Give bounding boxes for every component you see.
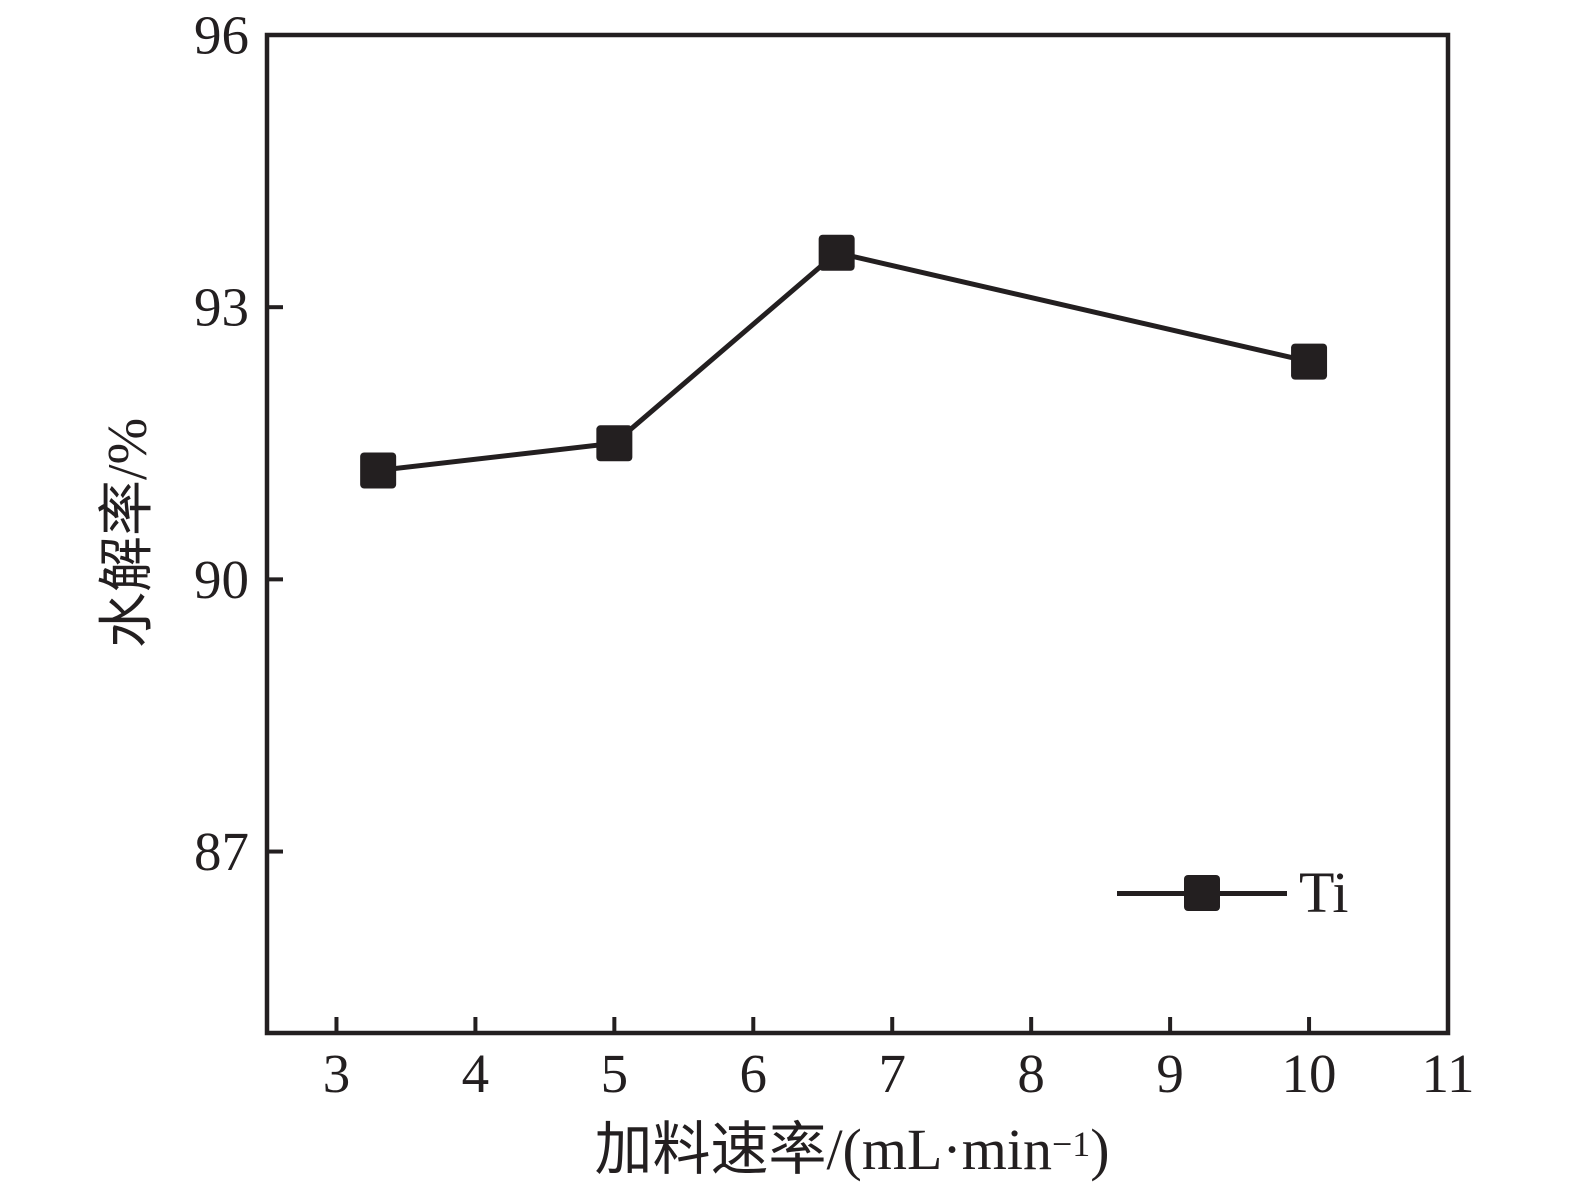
- data-point-marker: [596, 425, 633, 462]
- x-tick-label: 11: [1422, 1043, 1475, 1104]
- y-tick-label: 93: [194, 277, 249, 338]
- legend: Ti: [1117, 860, 1349, 926]
- x-tick-label: 5: [601, 1043, 629, 1104]
- x-axis-title-text: 加料速率/(mL·min: [594, 1117, 1052, 1182]
- y-tick-label: 90: [194, 549, 249, 610]
- data-point-marker: [1291, 343, 1328, 380]
- legend-marker-square: [1184, 875, 1220, 911]
- x-axis-title-suffix: ): [1090, 1117, 1110, 1182]
- plot-border: [264, 32, 1451, 1036]
- legend-line-right: [1220, 890, 1287, 896]
- x-tick-label: 10: [1282, 1043, 1337, 1104]
- legend-line-left: [1117, 890, 1184, 896]
- x-axis-title-superscript: −1: [1051, 1123, 1091, 1164]
- x-tick-label: 9: [1156, 1043, 1184, 1104]
- data-point-marker: [360, 452, 397, 489]
- x-tick-label: 4: [462, 1043, 490, 1104]
- x-tick-label: 7: [878, 1043, 906, 1104]
- x-tick-label: 3: [323, 1043, 351, 1104]
- x-tick-label: 8: [1017, 1043, 1045, 1104]
- y-tick-label: 87: [194, 821, 249, 882]
- legend-label: Ti: [1299, 860, 1349, 925]
- y-axis-title: 水解率/%: [97, 417, 159, 648]
- data-point-marker: [818, 234, 855, 271]
- y-tick-label: 96: [194, 5, 249, 66]
- x-tick-label: 6: [740, 1043, 768, 1104]
- series-line: [377, 250, 1310, 473]
- x-axis-title: 加料速率/(mL·min−1): [452, 1112, 1252, 1187]
